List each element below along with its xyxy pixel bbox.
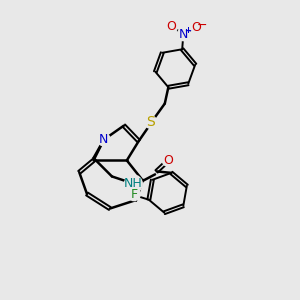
Text: S: S (146, 115, 155, 129)
Text: O: O (166, 20, 176, 33)
Circle shape (124, 175, 142, 193)
Text: NH: NH (124, 177, 143, 190)
Text: O: O (191, 21, 201, 34)
Circle shape (144, 116, 157, 128)
Text: O: O (164, 154, 173, 166)
Text: N: N (179, 28, 188, 41)
Circle shape (162, 154, 175, 166)
Circle shape (165, 20, 177, 33)
Text: −: − (197, 19, 207, 32)
Circle shape (128, 188, 140, 201)
Circle shape (98, 134, 110, 146)
Circle shape (190, 21, 203, 34)
Text: +: + (184, 26, 191, 35)
Text: N: N (99, 133, 109, 146)
Circle shape (177, 28, 190, 41)
Text: F: F (130, 188, 137, 201)
